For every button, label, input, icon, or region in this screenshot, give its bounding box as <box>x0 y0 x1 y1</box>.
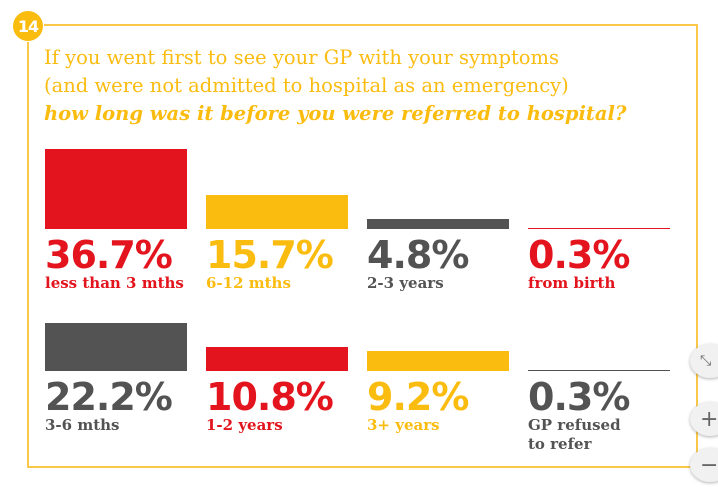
bar <box>367 351 509 371</box>
bar <box>206 347 348 371</box>
data-label-percent: 9.2% <box>367 375 469 419</box>
minus-icon: − <box>700 452 718 478</box>
category-label: 3+ years <box>367 416 440 434</box>
zoom-in-button[interactable]: + <box>690 402 718 436</box>
category-label: less than 3 mths <box>45 274 184 292</box>
category-label: 3-6 mths <box>45 416 120 434</box>
question-line-3: how long was it before you were referred… <box>44 102 627 125</box>
zoom-out-button[interactable]: − <box>690 448 718 482</box>
frame-border-right <box>696 24 698 468</box>
bar <box>45 323 187 371</box>
question-number-badge: 14 <box>13 11 43 41</box>
category-label: 2-3 years <box>367 274 444 292</box>
frame-border-left <box>27 42 29 468</box>
data-label-percent: 22.2% <box>45 375 173 419</box>
frame-border-bottom <box>28 466 698 468</box>
data-label-percent: 4.8% <box>367 233 469 277</box>
data-label-percent: 36.7% <box>45 233 173 277</box>
data-label-percent: 15.7% <box>206 233 334 277</box>
collapse-icon: ⤡ <box>700 353 712 369</box>
question-line-2: (and were not admitted to hospital as an… <box>44 74 569 97</box>
data-label-percent: 10.8% <box>206 375 334 419</box>
plus-icon: + <box>700 406 718 432</box>
bar <box>206 195 348 229</box>
category-label: from birth <box>528 274 616 292</box>
category-label: 6-12 mths <box>206 274 291 292</box>
question-line-1: If you went first to see your GP with yo… <box>44 46 560 69</box>
fit-screen-button[interactable]: ⤡ <box>690 344 718 378</box>
frame-border-top <box>44 24 698 26</box>
data-label-percent: 0.3% <box>528 233 630 277</box>
category-label: GP refused to refer <box>528 416 621 453</box>
bar <box>528 228 670 229</box>
bar <box>528 370 670 371</box>
bar <box>367 219 509 229</box>
bar <box>45 149 187 229</box>
question-text: If you went first to see your GP with yo… <box>44 44 626 128</box>
category-label: 1-2 years <box>206 416 283 434</box>
data-label-percent: 0.3% <box>528 375 630 419</box>
